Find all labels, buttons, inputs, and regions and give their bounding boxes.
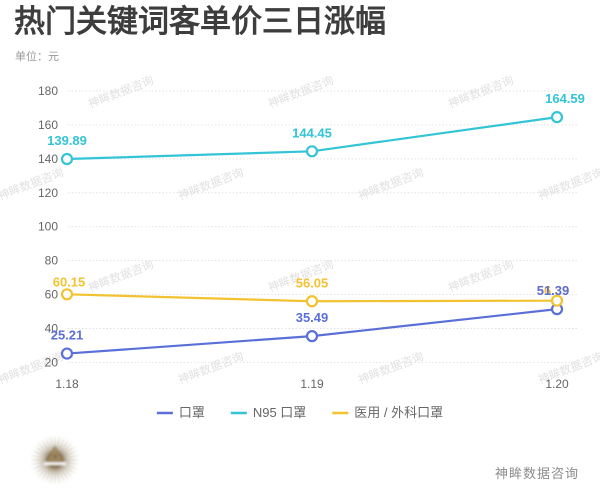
svg-text:1.19: 1.19 xyxy=(300,377,324,391)
svg-text:56.05: 56.05 xyxy=(296,275,329,290)
svg-text:神眸数据咨询: 神眸数据咨询 xyxy=(356,165,425,203)
svg-text:神眸数据咨询: 神眸数据咨询 xyxy=(446,257,515,295)
svg-text:164.59: 164.59 xyxy=(545,91,585,106)
svg-text:140: 140 xyxy=(38,152,58,166)
svg-text:N95 口罩: N95 口罩 xyxy=(253,405,306,420)
svg-text:神眸数据咨询: 神眸数据咨询 xyxy=(446,73,515,111)
svg-text:口罩: 口罩 xyxy=(179,405,205,420)
svg-text:144.45: 144.45 xyxy=(292,125,332,140)
svg-text:神眸数据咨询: 神眸数据咨询 xyxy=(356,349,425,387)
svg-text:神眸数据咨询: 神眸数据咨询 xyxy=(176,349,245,387)
svg-text:139.89: 139.89 xyxy=(47,133,87,148)
svg-text:神眸数据咨询: 神眸数据咨询 xyxy=(266,73,335,111)
svg-text:80: 80 xyxy=(45,254,59,268)
svg-text:神眸数据咨询: 神眸数据咨询 xyxy=(86,73,155,111)
svg-text:120: 120 xyxy=(38,186,58,200)
svg-text:20: 20 xyxy=(45,355,59,369)
svg-text:25.21: 25.21 xyxy=(51,328,84,343)
svg-text:医用 / 外科口罩: 医用 / 外科口罩 xyxy=(354,405,443,420)
svg-text:51.39: 51.39 xyxy=(537,283,570,298)
svg-text:35.49: 35.49 xyxy=(296,310,329,325)
svg-text:60: 60 xyxy=(45,288,59,302)
svg-text:1.18: 1.18 xyxy=(55,377,79,391)
svg-text:神眸数据咨询: 神眸数据咨询 xyxy=(176,165,245,203)
svg-text:100: 100 xyxy=(38,220,58,234)
svg-text:180: 180 xyxy=(38,84,58,98)
svg-text:神眸数据咨询: 神眸数据咨询 xyxy=(86,257,155,295)
svg-text:1.20: 1.20 xyxy=(545,377,569,391)
svg-text:60.15: 60.15 xyxy=(53,274,86,289)
svg-text:神眸数据咨询: 神眸数据咨询 xyxy=(536,165,600,203)
svg-text:160: 160 xyxy=(38,118,58,132)
